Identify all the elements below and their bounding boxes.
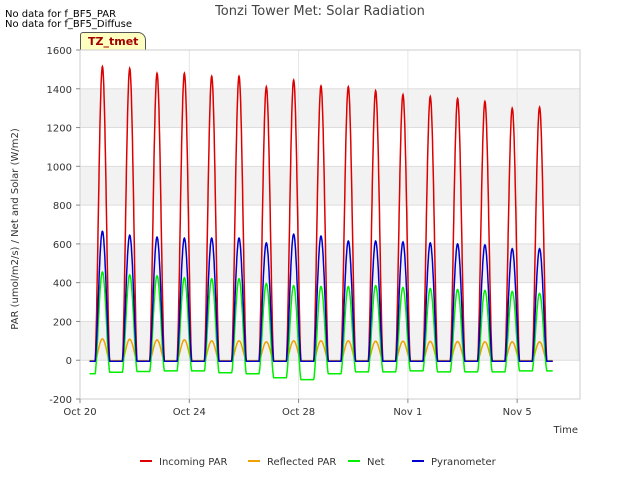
x-tick-label: Nov 1 (393, 407, 422, 418)
plot-frame (79, 49, 581, 400)
plot-band (80, 243, 580, 283)
y-tick-label: 1000 (47, 162, 72, 173)
legend-label: Incoming PAR (159, 457, 228, 468)
x-tick-label: Oct 20 (63, 407, 96, 418)
y-tick-label: 400 (53, 279, 72, 290)
plot-band (80, 127, 580, 167)
plot-band (80, 166, 580, 206)
y-tick-label: 0 (66, 356, 72, 367)
legend-label: Pyranometer (431, 457, 497, 468)
x-tick-label: Nov 5 (503, 407, 532, 418)
x-tick-label: Oct 24 (173, 407, 206, 418)
series-lines (89, 64, 553, 381)
y-tick-label: 600 (53, 240, 72, 251)
y-tick-label: 1600 (47, 46, 72, 57)
y-axis-label: PAR (umol/m2/s) / Net and Solar (W/m2) (10, 128, 21, 330)
plot-band (80, 360, 580, 399)
legend-label: Net (367, 457, 385, 468)
series-line-net (89, 270, 553, 381)
plot-band (80, 50, 580, 89)
site-badge: TZ_tmet (80, 32, 147, 51)
legend-label: Reflected PAR (267, 457, 336, 468)
y-tick-label: 1200 (47, 124, 72, 135)
x-tick-label: Oct 28 (282, 407, 315, 418)
y-tick-label: 1400 (47, 85, 72, 96)
plot-band (80, 88, 580, 128)
y-tick-label: 200 (53, 317, 72, 328)
plot-band (80, 205, 580, 244)
chart-title: Tonzi Tower Met: Solar Radiation (215, 4, 425, 19)
no-data-note-diffuse: No data for f_BF5_Diffuse (5, 19, 132, 30)
y-axis-ticks: -200 0 200 400 600 800 1000 1200 1400 1600 (47, 46, 80, 406)
y-tick-label: 800 (53, 201, 72, 212)
x-axis-ticks: Oct 20 Oct 24 Oct 28 Nov 1 Nov 5 (63, 399, 532, 418)
no-data-note-par: No data for f_BF5_PAR (5, 9, 117, 20)
x-axis-label: Time (553, 425, 578, 436)
series-line-pyranometer (89, 230, 553, 362)
y-tick-label: -200 (49, 395, 72, 406)
chart-legend: Incoming PAR Reflected PAR Net Pyranometer (140, 457, 497, 468)
